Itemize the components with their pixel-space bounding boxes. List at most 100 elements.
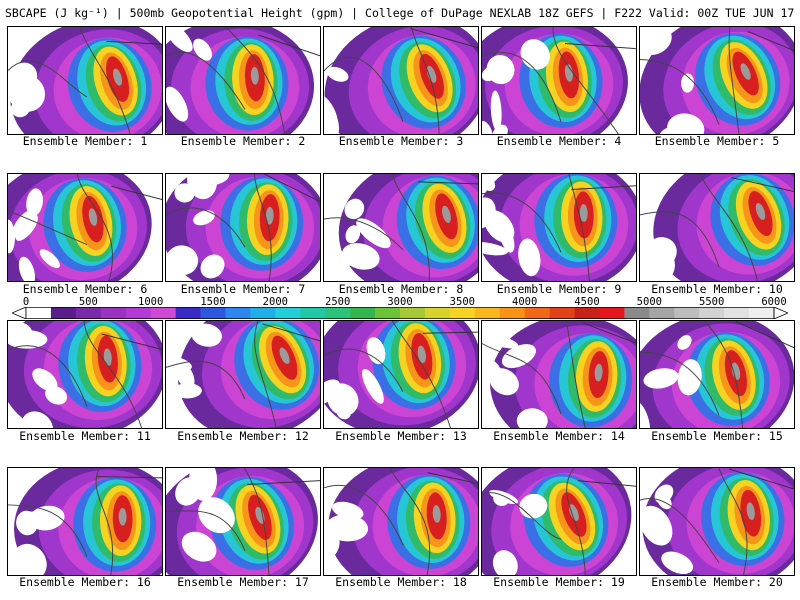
colorbar-swatch <box>100 307 127 319</box>
colorbar-swatch <box>200 307 226 319</box>
ensemble-member-map <box>639 467 795 576</box>
ensemble-member-label: Ensemble Member: 19 <box>493 575 625 589</box>
colorbar-swatch <box>250 307 276 319</box>
ensemble-member-map <box>481 26 637 135</box>
ensemble-member-map <box>639 173 795 282</box>
sbcape-field <box>324 27 478 134</box>
ensemble-member-map <box>165 320 321 429</box>
ensemble-member-map <box>323 26 479 135</box>
colorbar-swatch <box>549 307 575 319</box>
colorbar-max-arrow <box>773 307 788 319</box>
ensemble-member-label: Ensemble Member: 1 <box>22 134 148 148</box>
sbcape-field <box>324 321 478 428</box>
colorbar-min-arrow <box>12 307 27 319</box>
colorbar-swatch <box>175 307 201 319</box>
colorbar-swatch <box>574 307 600 319</box>
ensemble-member-map <box>165 26 321 135</box>
ensemble-member-label: Ensemble Member: 8 <box>338 282 464 296</box>
ensemble-member-label: Ensemble Member: 15 <box>651 429 783 443</box>
colorbar-tick-label: 6000 <box>761 296 787 308</box>
ensemble-member-label: Ensemble Member: 18 <box>335 575 467 589</box>
sbcape-field <box>8 468 162 575</box>
colorbar-swatch <box>524 307 550 319</box>
sbcape-field <box>166 174 320 281</box>
sbcape-field <box>324 174 478 281</box>
ensemble-member-label: Ensemble Member: 9 <box>496 282 622 296</box>
colorbar-swatch <box>749 307 775 319</box>
sbcape-field <box>640 321 794 428</box>
sbcape-field <box>8 27 162 134</box>
sbcape-field <box>324 468 478 575</box>
colorbar-swatch <box>150 307 176 319</box>
colorbar-swatch <box>724 307 750 319</box>
sbcape-field <box>166 27 320 134</box>
ensemble-member-map <box>481 320 637 429</box>
ensemble-member-label: Ensemble Member: 14 <box>493 429 625 443</box>
colorbar-swatch <box>26 307 52 319</box>
colorbar-swatch <box>599 307 625 319</box>
colorbar-swatch <box>75 307 102 319</box>
sbcape-field <box>640 468 794 575</box>
colorbar-swatch <box>125 307 151 319</box>
ensemble-member-label: Ensemble Member: 2 <box>180 134 306 148</box>
colorbar-swatch <box>474 307 501 319</box>
colorbar-tick-label: 5000 <box>636 296 662 308</box>
ensemble-member-map <box>7 320 163 429</box>
ensemble-member-map <box>7 173 163 282</box>
ensemble-member-map <box>323 467 479 576</box>
colorbar-swatch <box>499 307 525 319</box>
colorbar-swatch <box>624 307 650 319</box>
ensemble-member-label: Ensemble Member: 3 <box>338 134 464 148</box>
ensemble-member-map <box>7 26 163 135</box>
colorbar-tick-label: 5500 <box>699 296 725 308</box>
colorbar <box>12 307 788 319</box>
colorbar-swatch <box>300 307 326 319</box>
colorbar-tick-label: 0 <box>22 296 30 308</box>
sbcape-field <box>482 27 636 134</box>
colorbar-tick-labels: 0 500 1000 1500 2000 2500 3000 3500 4000 4500 5000… <box>0 296 800 308</box>
ensemble-member-label: Ensemble Member: 5 <box>654 134 780 148</box>
colorbar-tick-label: 2000 <box>262 296 288 308</box>
colorbar-tick-label: 2500 <box>325 296 351 308</box>
ensemble-member-map <box>481 467 637 576</box>
colorbar-swatch <box>674 307 700 319</box>
ensemble-member-label: Ensemble Member: 17 <box>177 575 309 589</box>
sbcape-field <box>8 174 162 281</box>
colorbar-tick-label: 4500 <box>574 296 600 308</box>
colorbar-swatch <box>275 307 301 319</box>
colorbar-tick-label: 4000 <box>512 296 538 308</box>
sbcape-field <box>166 468 320 575</box>
ensemble-member-map <box>639 320 795 429</box>
ensemble-member-map <box>323 173 479 282</box>
ensemble-member-label: Ensemble Member: 4 <box>496 134 622 148</box>
sbcape-field <box>640 174 794 281</box>
colorbar-tick-label: 500 <box>78 296 98 308</box>
ensemble-member-label: Ensemble Member: 10 <box>651 282 783 296</box>
sbcape-field <box>482 174 636 281</box>
ensemble-member-label: Ensemble Member: 11 <box>19 429 151 443</box>
ensemble-member-label: Ensemble Member: 12 <box>177 429 309 443</box>
colorbar-swatch <box>325 307 351 319</box>
colorbar-swatch <box>350 307 376 319</box>
ensemble-member-map <box>7 467 163 576</box>
colorbar-swatch <box>400 307 426 319</box>
colorbar-swatch <box>424 307 451 319</box>
colorbar-swatch <box>225 307 251 319</box>
sbcape-field <box>8 321 162 428</box>
ensemble-member-label: Ensemble Member: 20 <box>651 575 783 589</box>
colorbar-tick-label: 1000 <box>138 296 164 308</box>
colorbar-swatch <box>649 307 675 319</box>
colorbar-tick-label: 3500 <box>449 296 475 308</box>
ensemble-member-map <box>639 26 795 135</box>
chart-title: SBCAPE (J kg⁻¹) | 500mb Geopotential Hei… <box>5 6 800 20</box>
ensemble-member-map <box>481 173 637 282</box>
ensemble-member-map <box>165 173 321 282</box>
colorbar-tick-label: 1500 <box>200 296 226 308</box>
colorbar-tick-label: 3000 <box>387 296 413 308</box>
ensemble-member-label: Ensemble Member: 16 <box>19 575 151 589</box>
ensemble-member-map <box>323 320 479 429</box>
ensemble-member-label: Ensemble Member: 6 <box>22 282 148 296</box>
colorbar-swatch <box>375 307 401 319</box>
ensemble-member-label: Ensemble Member: 13 <box>335 429 467 443</box>
colorbar-swatch <box>449 307 476 319</box>
